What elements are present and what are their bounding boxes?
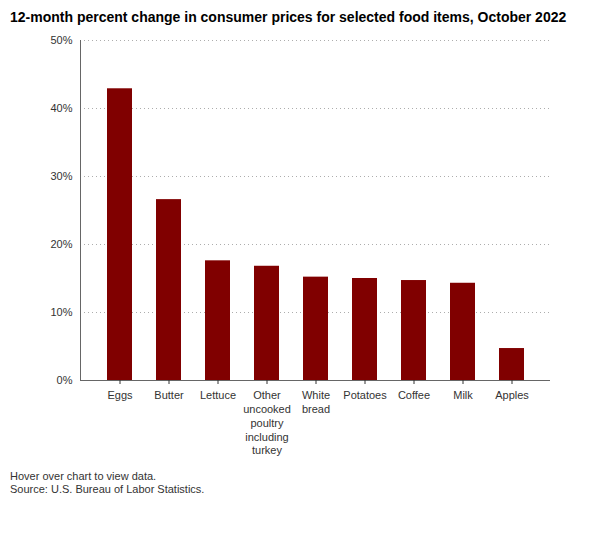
svg-text:Coffee: Coffee <box>398 389 430 401</box>
svg-text:Milk: Milk <box>453 389 473 401</box>
svg-text:Whitebread: Whitebread <box>302 389 330 415</box>
html-text:Hover over chart to view data.: Hover over chart to view data. <box>10 470 157 482</box>
svg-text:0%: 0% <box>57 374 73 386</box>
svg-text:Butter: Butter <box>154 389 184 401</box>
svg-text:Potatoes: Potatoes <box>343 389 387 401</box>
svg-text:Eggs: Eggs <box>107 389 133 401</box>
svg-text:50%: 50% <box>50 34 72 46</box>
html-text:12-month percent change in con: 12-month percent change in consumer pric… <box>10 9 567 25</box>
svg-text:Otheruncookedpoultryincludingt: Otheruncookedpoultryincludingturkey <box>243 389 291 456</box>
svg-text:40%: 40% <box>50 102 72 114</box>
svg-text:Apples: Apples <box>495 389 529 401</box>
svg-text:10%: 10% <box>50 306 72 318</box>
html-text:Source: U.S. Bureau of Labor S: Source: U.S. Bureau of Labor Statistics. <box>10 483 205 495</box>
svg-text:20%: 20% <box>50 238 72 250</box>
svg-text:30%: 30% <box>50 170 72 182</box>
svg-text:Lettuce: Lettuce <box>200 389 236 401</box>
